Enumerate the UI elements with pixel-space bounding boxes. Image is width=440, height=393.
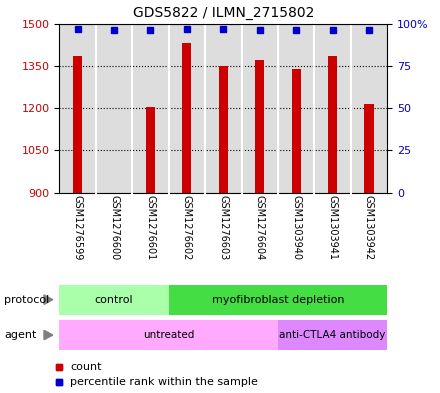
Text: agent: agent xyxy=(4,330,37,340)
Bar xyxy=(59,285,169,315)
Bar xyxy=(364,104,374,193)
Text: GSM1303941: GSM1303941 xyxy=(327,195,337,260)
Text: GSM1276599: GSM1276599 xyxy=(73,195,83,261)
Text: protocol: protocol xyxy=(4,295,50,305)
Text: GSM1276601: GSM1276601 xyxy=(146,195,155,261)
Text: GSM1276603: GSM1276603 xyxy=(218,195,228,261)
Bar xyxy=(255,60,264,193)
Text: myofibroblast depletion: myofibroblast depletion xyxy=(212,295,344,305)
Bar xyxy=(219,66,228,193)
Bar xyxy=(146,107,155,193)
Text: percentile rank within the sample: percentile rank within the sample xyxy=(70,377,258,387)
Bar xyxy=(278,320,387,350)
Text: untreated: untreated xyxy=(143,330,194,340)
Text: GSM1276602: GSM1276602 xyxy=(182,195,192,261)
Title: GDS5822 / ILMN_2715802: GDS5822 / ILMN_2715802 xyxy=(132,6,314,20)
Text: GSM1303940: GSM1303940 xyxy=(291,195,301,260)
Text: control: control xyxy=(95,295,133,305)
Bar xyxy=(73,56,82,193)
Bar xyxy=(59,320,278,350)
Text: GSM1276604: GSM1276604 xyxy=(255,195,265,261)
Bar xyxy=(182,43,191,193)
Polygon shape xyxy=(44,295,53,304)
Polygon shape xyxy=(44,330,53,340)
Text: count: count xyxy=(70,362,102,373)
Text: GSM1276600: GSM1276600 xyxy=(109,195,119,261)
Bar xyxy=(328,56,337,193)
Text: GSM1303942: GSM1303942 xyxy=(364,195,374,260)
Bar xyxy=(292,69,301,193)
Text: anti-CTLA4 antibody: anti-CTLA4 antibody xyxy=(279,330,386,340)
Bar xyxy=(169,285,387,315)
